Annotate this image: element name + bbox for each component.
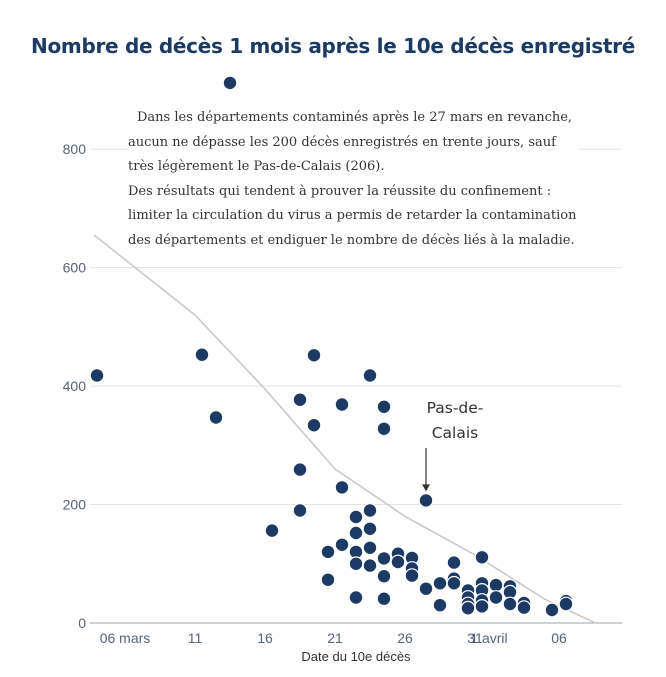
data-point-39 [446, 555, 462, 570]
data-point-15 [348, 509, 364, 525]
data-point-19 [348, 590, 364, 605]
data-point-16 [348, 525, 364, 541]
data-point-21 [362, 503, 378, 518]
data-point-3 [222, 75, 238, 91]
data-point-20 [362, 368, 378, 383]
data-point-18 [348, 556, 364, 572]
data-point-26 [376, 421, 392, 437]
x-tick-label-1: 11 [188, 630, 203, 646]
data-point-34 [404, 568, 420, 583]
data-point-36 [418, 581, 434, 597]
data-point-0 [89, 368, 105, 383]
data-point-1 [194, 347, 210, 363]
data-point-58 [544, 602, 560, 618]
annotation-paragraph-2: Des résultats qui tendent à prouver la r… [128, 183, 577, 248]
x-tick-labels: 06 mars 11 16 21 26 311 avril 06 [100, 630, 567, 646]
data-point-8 [306, 347, 322, 363]
data-point-24 [362, 558, 378, 573]
gridlines [90, 148, 622, 624]
data-point-60 [558, 596, 574, 612]
annotation-box: Dans les départements contaminés après l… [128, 106, 578, 254]
callout-label-pas-de-calais: Pas-de- Calais [413, 396, 497, 446]
y-tick-label-200: 200 [63, 497, 87, 513]
data-point-51 [488, 577, 504, 593]
data-point-5 [292, 392, 308, 408]
data-point-27 [376, 551, 392, 566]
data-point-10 [320, 544, 336, 560]
data-point-22 [362, 521, 378, 537]
callout-label-line-1: Pas-de- [426, 399, 484, 417]
annotation-paragraph-1: Dans les départements contaminés après l… [128, 110, 573, 175]
data-point-12 [334, 397, 350, 412]
data-point-13 [334, 480, 350, 495]
chart-title: Nombre de décès 1 mois après le 10e décè… [31, 34, 635, 58]
data-point-35 [418, 493, 434, 508]
x-tick-label-7: 06 [551, 630, 567, 646]
callout-arrowhead [422, 484, 430, 492]
callout-label-line-2: Calais [431, 424, 479, 442]
y-tick-label-400: 400 [63, 378, 87, 394]
data-point-50 [474, 599, 490, 614]
y-tick-labels: 0 200 400 600 800 [63, 141, 87, 631]
data-point-38 [432, 597, 448, 613]
y-tick-label-800: 800 [63, 141, 87, 157]
data-point-29 [376, 591, 392, 607]
data-point-6 [292, 462, 308, 478]
x-tick-label-5: 31 [467, 630, 483, 646]
x-tick-label-4: 26 [397, 630, 413, 646]
data-point-55 [502, 596, 518, 612]
data-point-23 [362, 540, 378, 556]
data-point-11 [320, 572, 336, 588]
data-point-57 [516, 600, 532, 615]
y-tick-label-0: 0 [78, 615, 86, 631]
data-point-9 [306, 417, 322, 433]
x-tick-label-3: 21 [327, 630, 343, 646]
trend-line [93, 234, 596, 624]
data-point-28 [376, 568, 392, 584]
data-point-4 [264, 523, 280, 538]
x-tick-label-6: 1 avril [470, 630, 507, 646]
data-point-41 [446, 575, 462, 591]
data-point-25 [376, 399, 392, 415]
data-point-14 [334, 537, 350, 553]
data-point-37 [432, 575, 448, 591]
data-points [89, 75, 574, 618]
data-point-45 [460, 600, 476, 616]
data-point-7 [292, 503, 308, 518]
data-point-46 [474, 549, 490, 565]
data-point-52 [488, 590, 504, 605]
data-point-2 [208, 410, 224, 425]
x-axis-title: Date du 10e décès [301, 649, 411, 664]
x-tick-label-2: 16 [257, 630, 273, 646]
y-tick-label-600: 600 [63, 260, 87, 276]
x-tick-label-0: 06 mars [100, 630, 151, 646]
data-point-31 [390, 554, 406, 570]
